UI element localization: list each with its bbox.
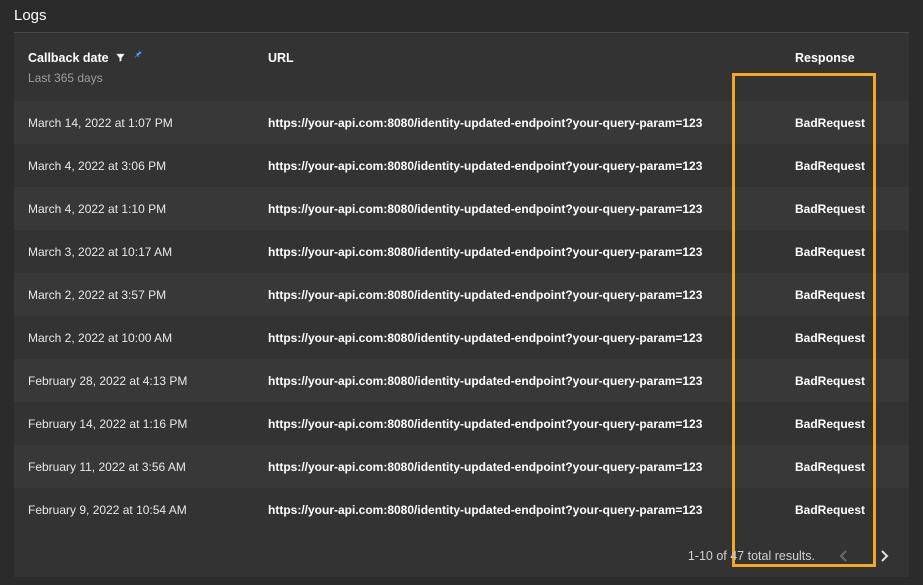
cell-url: https://your-api.com:8080/identity-updat…: [268, 288, 755, 302]
cell-callback-date: March 4, 2022 at 3:06 PM: [28, 159, 268, 173]
cell-callback-date: March 4, 2022 at 1:10 PM: [28, 202, 268, 216]
cell-callback-date: February 14, 2022 at 1:16 PM: [28, 417, 268, 431]
table-row[interactable]: February 9, 2022 at 10:54 AMhttps://your…: [14, 488, 909, 531]
table-row[interactable]: March 3, 2022 at 10:17 AMhttps://your-ap…: [14, 230, 909, 273]
table-row[interactable]: March 4, 2022 at 3:06 PMhttps://your-api…: [14, 144, 909, 187]
cell-response: BadRequest: [755, 159, 895, 173]
cell-url: https://your-api.com:8080/identity-updat…: [268, 202, 755, 216]
table-row[interactable]: March 4, 2022 at 1:10 PMhttps://your-api…: [14, 187, 909, 230]
cell-url: https://your-api.com:8080/identity-updat…: [268, 460, 755, 474]
cell-response: BadRequest: [755, 417, 895, 431]
filter-icon[interactable]: [115, 52, 126, 66]
column-header-url[interactable]: URL: [268, 51, 755, 65]
cell-url: https://your-api.com:8080/identity-updat…: [268, 417, 755, 431]
column-label: Response: [795, 51, 855, 65]
table-body: March 14, 2022 at 1:07 PMhttps://your-ap…: [14, 101, 909, 531]
cell-response: BadRequest: [755, 116, 895, 130]
cell-callback-date: March 2, 2022 at 10:00 AM: [28, 331, 268, 345]
column-header-response[interactable]: Response: [755, 51, 895, 65]
cell-callback-date: March 2, 2022 at 3:57 PM: [28, 288, 268, 302]
table-row[interactable]: February 11, 2022 at 3:56 AMhttps://your…: [14, 445, 909, 488]
cell-response: BadRequest: [755, 460, 895, 474]
column-header-callback-date[interactable]: Callback date Last 365 days: [28, 51, 268, 85]
cell-url: https://your-api.com:8080/identity-updat…: [268, 159, 755, 173]
cell-url: https://your-api.com:8080/identity-updat…: [268, 374, 755, 388]
cell-url: https://your-api.com:8080/identity-updat…: [268, 245, 755, 259]
cell-response: BadRequest: [755, 503, 895, 517]
page-title: Logs: [0, 0, 923, 32]
pagination-footer: 1-10 of 47 total results.: [688, 537, 909, 577]
cell-callback-date: February 11, 2022 at 3:56 AM: [28, 460, 268, 474]
pagination-summary: 1-10 of 47 total results.: [688, 549, 815, 563]
column-label: Callback date: [28, 51, 109, 65]
table-header: Callback date Last 365 days URL Response: [14, 33, 909, 101]
cell-callback-date: March 14, 2022 at 1:07 PM: [28, 116, 268, 130]
pagination-next-button[interactable]: [873, 545, 895, 567]
column-label: URL: [268, 51, 294, 65]
cell-response: BadRequest: [755, 331, 895, 345]
table-row[interactable]: February 28, 2022 at 4:13 PMhttps://your…: [14, 359, 909, 402]
cell-url: https://your-api.com:8080/identity-updat…: [268, 331, 755, 345]
table-row[interactable]: February 14, 2022 at 1:16 PMhttps://your…: [14, 402, 909, 445]
column-filter-subtext: Last 365 days: [28, 71, 268, 85]
table-row[interactable]: March 2, 2022 at 10:00 AMhttps://your-ap…: [14, 316, 909, 359]
cell-response: BadRequest: [755, 374, 895, 388]
cell-callback-date: February 28, 2022 at 4:13 PM: [28, 374, 268, 388]
cell-callback-date: February 9, 2022 at 10:54 AM: [28, 503, 268, 517]
table-row[interactable]: March 14, 2022 at 1:07 PMhttps://your-ap…: [14, 101, 909, 144]
cell-response: BadRequest: [755, 202, 895, 216]
cell-callback-date: March 3, 2022 at 10:17 AM: [28, 245, 268, 259]
cell-response: BadRequest: [755, 245, 895, 259]
pagination-prev-button[interactable]: [833, 545, 855, 567]
cell-url: https://your-api.com:8080/identity-updat…: [268, 503, 755, 517]
logs-page: Logs Callback date Last 365 days URL Res…: [0, 0, 923, 585]
logs-panel: Callback date Last 365 days URL Response…: [14, 32, 909, 577]
table-row[interactable]: March 2, 2022 at 3:57 PMhttps://your-api…: [14, 273, 909, 316]
pin-icon: [133, 48, 143, 62]
cell-url: https://your-api.com:8080/identity-updat…: [268, 116, 755, 130]
cell-response: BadRequest: [755, 288, 895, 302]
